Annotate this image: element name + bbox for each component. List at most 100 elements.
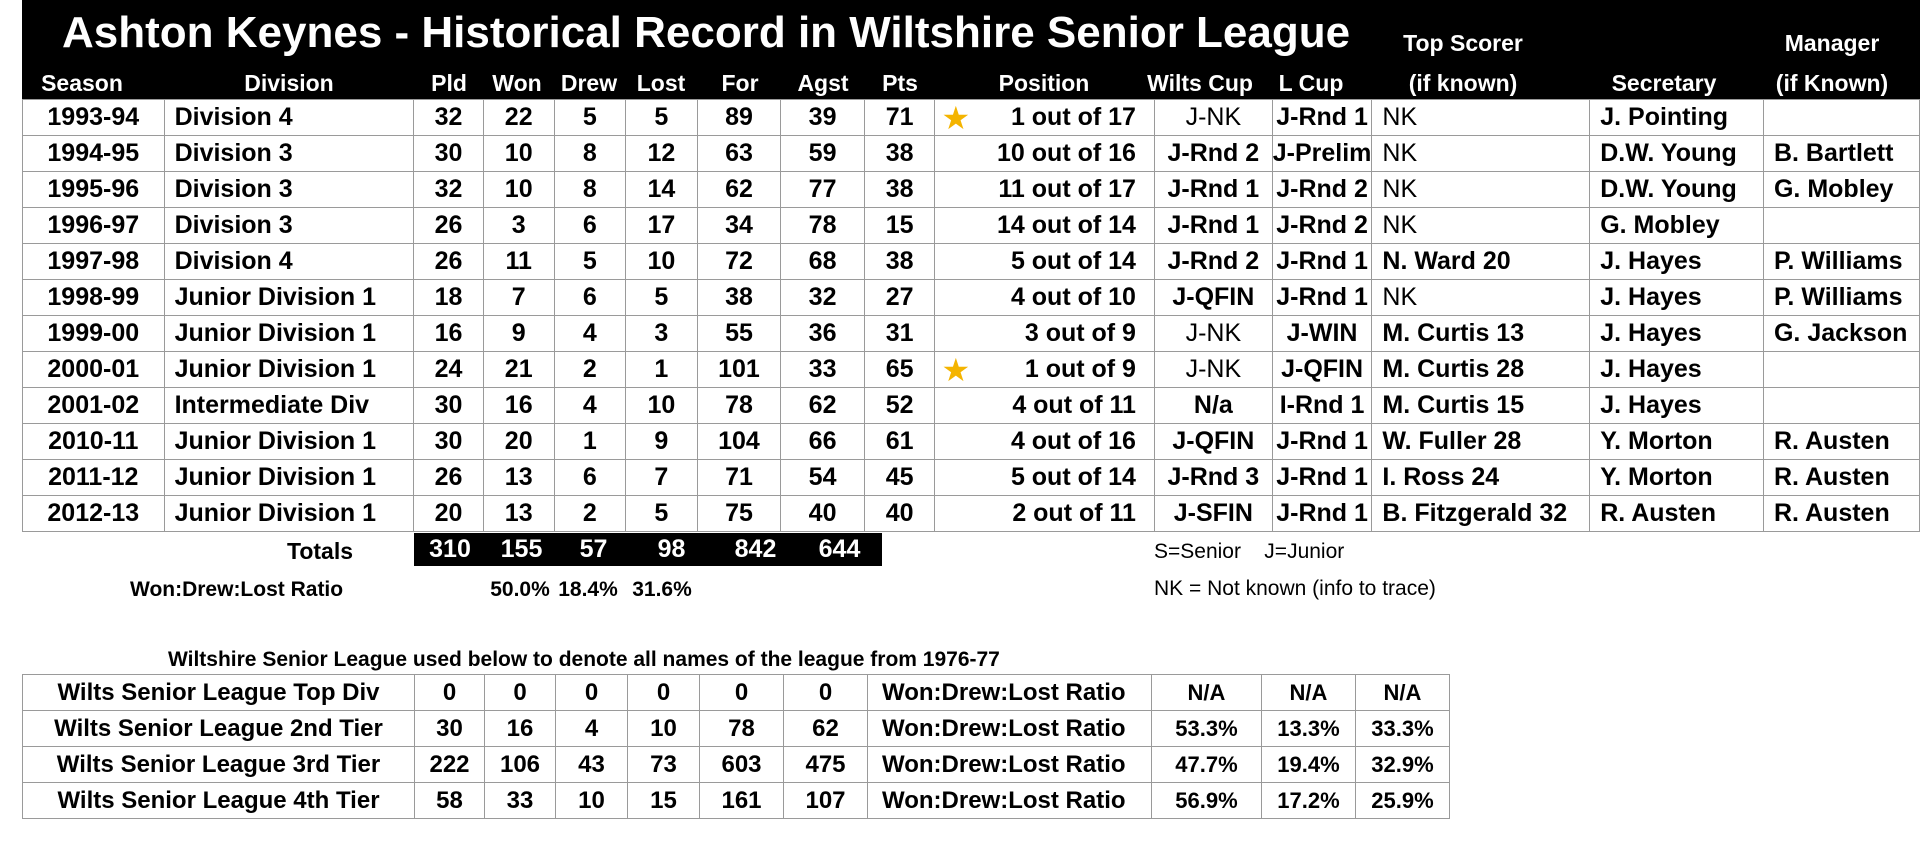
season-cell: 2010-11 [22, 423, 165, 460]
position-text: 2 out of 11 [1012, 499, 1136, 527]
manager-cell: P. Williams [1762, 243, 1920, 280]
pts-cell: 15 [863, 207, 936, 244]
wilts-cup-cell: J-QFIN [1153, 423, 1273, 460]
won-pct-cell: 47.7% [1151, 746, 1262, 783]
header-lost: Lost [636, 70, 686, 96]
star-icon: ★ [941, 352, 971, 388]
manager-cell: B. Bartlett [1762, 135, 1920, 172]
total-for: 842 [713, 533, 798, 566]
agst-cell: 107 [783, 782, 868, 819]
top-scorer-cell: N. Ward 20 [1371, 243, 1591, 280]
wilts-cup-cell: J-Rnd 3 [1153, 459, 1273, 496]
agst-cell: 59 [780, 135, 865, 172]
drew-cell: 5 [553, 243, 627, 280]
pld-cell: 32 [413, 171, 484, 208]
ratio-drew: 18.4% [558, 578, 618, 601]
season-cell: 1997-98 [22, 243, 165, 280]
lost-cell: 14 [625, 171, 698, 208]
table-row: 1996-97 Division 3 26 3 6 17 34 78 15 14 out of 1… [22, 207, 1920, 244]
lost-pct-cell: 32.9% [1355, 746, 1450, 783]
l-cup-cell: J-WIN [1271, 315, 1373, 352]
drew-pct-cell: N/A [1261, 674, 1356, 711]
top-scorer-cell: NK [1371, 207, 1591, 244]
l-cup-cell: I-Rnd 1 [1271, 387, 1373, 424]
ratio-label-cell: Won:Drew:Lost Ratio [867, 782, 1152, 819]
position-cell: 4 out of 11 [934, 387, 1155, 424]
wilts-cup-cell: J-Rnd 1 [1153, 171, 1273, 208]
l-cup-cell: J-Prelim [1271, 135, 1373, 172]
for-cell: 63 [696, 135, 782, 172]
lost-cell: 15 [627, 782, 700, 819]
top-scorer-cell: B. Fitzgerald 32 [1371, 495, 1591, 532]
division-cell: Division 3 [163, 135, 415, 172]
header-season: Season [41, 70, 123, 96]
won-cell: 16 [482, 387, 555, 424]
agst-cell: 54 [780, 459, 865, 496]
lost-cell: 7 [625, 459, 698, 496]
ratio-label-cell: Won:Drew:Lost Ratio [867, 746, 1152, 783]
table-row: 1997-98 Division 4 26 11 5 10 72 68 38 5 out of 1… [22, 243, 1920, 280]
secretary-cell: R. Austen [1589, 495, 1764, 532]
agst-cell: 39 [780, 99, 865, 136]
position-text: 3 out of 9 [1024, 319, 1136, 347]
header-manager: Manager [1784, 30, 1880, 56]
total-pld: 310 [414, 533, 486, 566]
lost-cell: 73 [627, 746, 700, 783]
manager-cell [1762, 387, 1920, 424]
header-agst: Agst [797, 70, 849, 96]
table-row: 2010-11 Junior Division 1 30 20 1 9 104 66 61 4 o… [22, 423, 1920, 460]
for-cell: 78 [699, 710, 784, 747]
pld-cell: 30 [413, 423, 484, 460]
table-row: 2012-13 Junior Division 1 20 13 2 5 75 40 40 2 ou… [22, 495, 1920, 532]
season-cell: 2011-12 [22, 459, 165, 496]
totals-label: Totals [286, 538, 354, 564]
l-cup-cell: J-Rnd 1 [1271, 495, 1373, 532]
pld-cell: 58 [414, 782, 485, 819]
season-cell: 2012-13 [22, 495, 165, 532]
records-table: 1993-94 Division 4 32 22 5 5 89 39 71 ★ 1 out of 1… [22, 99, 1920, 532]
table-row: 1998-99 Junior Division 1 18 7 6 5 38 32 27 4 out… [22, 279, 1920, 316]
star-icon: ★ [941, 100, 971, 136]
position-text: 5 out of 14 [1010, 463, 1136, 491]
won-pct-cell: N/A [1151, 674, 1262, 711]
won-pct-cell: 56.9% [1151, 782, 1262, 819]
drew-cell: 6 [553, 459, 627, 496]
agst-cell: 475 [783, 746, 868, 783]
pts-cell: 52 [863, 387, 936, 424]
pld-cell: 26 [413, 243, 484, 280]
drew-cell: 6 [553, 207, 627, 244]
for-cell: 34 [696, 207, 782, 244]
secretary-cell: J. Hayes [1589, 315, 1764, 352]
for-cell: 603 [699, 746, 784, 783]
pld-cell: 30 [413, 135, 484, 172]
division-cell: Junior Division 1 [163, 459, 415, 496]
position-text: 4 out of 16 [1010, 427, 1136, 455]
position-cell: 3 out of 9 [934, 315, 1155, 352]
summary-table: Wilts Senior League Top Div 0 0 0 0 0 0 Won:Dre… [22, 674, 1450, 819]
drew-cell: 6 [553, 279, 627, 316]
position-cell: 5 out of 14 [934, 459, 1155, 496]
won-cell: 16 [484, 710, 556, 747]
summary-row: Wilts Senior League 2nd Tier 30 16 4 10 78 62 W… [22, 710, 1450, 747]
header-for: For [721, 70, 759, 96]
pts-cell: 65 [863, 351, 936, 388]
secretary-cell: Y. Morton [1589, 459, 1764, 496]
won-cell: 13 [482, 495, 555, 532]
pld-cell: 16 [413, 315, 484, 352]
summary-row: Wilts Senior League 4th Tier 58 33 10 15 161 1… [22, 782, 1450, 819]
drew-cell: 10 [555, 782, 628, 819]
summary-row: Wilts Senior League Top Div 0 0 0 0 0 0 Won:Dre… [22, 674, 1450, 711]
position-cell: 11 out of 17 [934, 171, 1155, 208]
legend-cups: S=Senior J=Junior [1154, 540, 1345, 563]
won-cell: 3 [482, 207, 555, 244]
won-cell: 13 [482, 459, 555, 496]
table-row: 2001-02 Intermediate Div 30 16 4 10 78 62 52 4 ou… [22, 387, 1920, 424]
agst-cell: 32 [780, 279, 865, 316]
top-scorer-cell: NK [1371, 171, 1591, 208]
won-pct-cell: 53.3% [1151, 710, 1262, 747]
season-cell: 1999-00 [22, 315, 165, 352]
drew-cell: 0 [555, 674, 628, 711]
won-cell: 20 [482, 423, 555, 460]
l-cup-cell: J-Rnd 1 [1271, 423, 1373, 460]
tier-label-cell: Wilts Senior League Top Div [22, 674, 415, 711]
